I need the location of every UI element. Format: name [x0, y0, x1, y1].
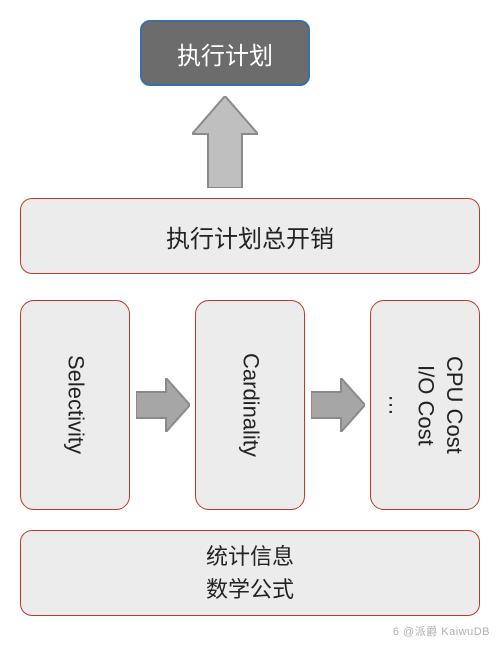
node-exec-plan: 执行计划 [140, 20, 310, 86]
node-selectivity: Selectivity [20, 300, 130, 510]
watermark-text: 6 @派爵 KaiwuDB [393, 623, 490, 639]
node-cardinality-label: Cardinality [236, 353, 265, 457]
arrow-right-icon [311, 378, 365, 432]
diagram-canvas: 执行计划 执行计划总开销 Selectivity Cardinality CPU… [0, 0, 500, 645]
node-selectivity-label: Selectivity [61, 355, 90, 454]
node-costs-label: CPU Cost I/O Cost … [382, 356, 468, 454]
node-cardinality: Cardinality [195, 300, 305, 510]
node-total-cost: 执行计划总开销 [20, 198, 480, 274]
node-stats: 统计信息 数学公式 [20, 530, 480, 616]
arrow-right-icon [136, 378, 190, 432]
node-costs: CPU Cost I/O Cost … [370, 300, 480, 510]
arrow-up-icon [192, 96, 258, 188]
